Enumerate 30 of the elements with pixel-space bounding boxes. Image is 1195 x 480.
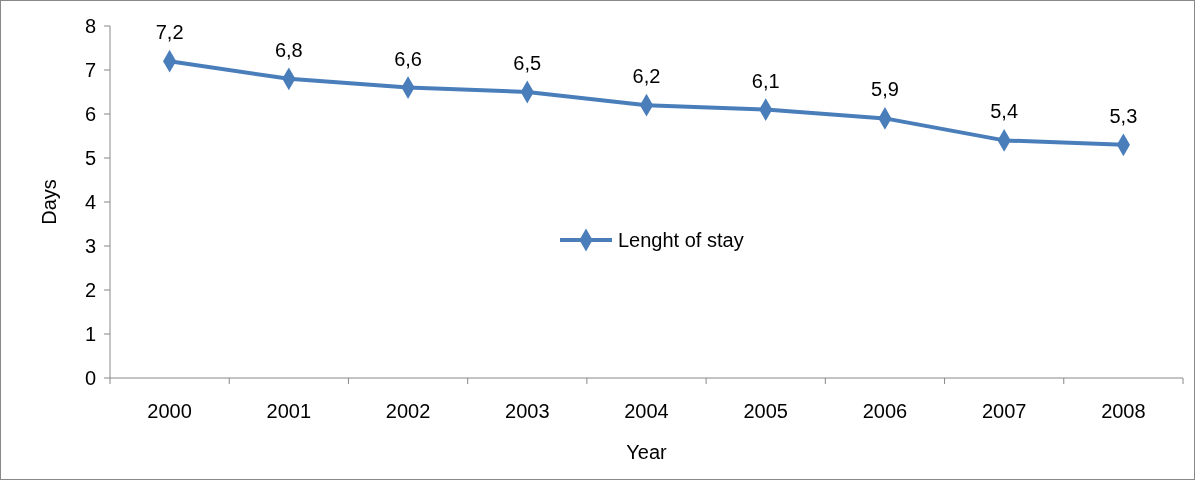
data-label: 6,1 [751,69,780,92]
y-tick-label: 1 [84,323,96,345]
x-tick-label: 2007 [981,400,1027,422]
y-tick-label: 7 [84,59,96,81]
x-tick-label: 2006 [862,400,908,422]
y-tick-label: 6 [84,103,96,125]
data-label: 5,9 [871,78,899,101]
x-tick-label: 2004 [624,400,669,422]
x-tick-label: 2005 [743,400,788,422]
y-tick-label: 2 [84,279,96,301]
data-label: 6,5 [513,52,542,74]
x-tick-label: 2008 [1101,400,1146,422]
y-tick-label: 0 [84,367,96,389]
x-tick-label: 2001 [266,400,312,422]
data-label: 5,4 [990,100,1019,123]
legend-label: Lenght of stay [618,229,744,251]
data-label: 5,3 [1109,104,1138,127]
data-label: 6,2 [632,65,661,88]
y-axis-title: Days [38,179,60,225]
data-label: 6,6 [394,47,422,70]
data-label: 7,2 [155,21,184,44]
y-tick-label: 5 [84,147,96,169]
y-tick-label: 8 [84,15,96,37]
x-tick-label: 2003 [505,400,550,422]
y-tick-label: 3 [84,235,96,257]
data-label: 6,8 [274,38,303,61]
y-tick-label: 4 [84,191,96,213]
x-axis-title: Year [626,441,668,463]
x-tick-label: 2002 [385,400,431,422]
x-tick-label: 2000 [147,400,192,422]
